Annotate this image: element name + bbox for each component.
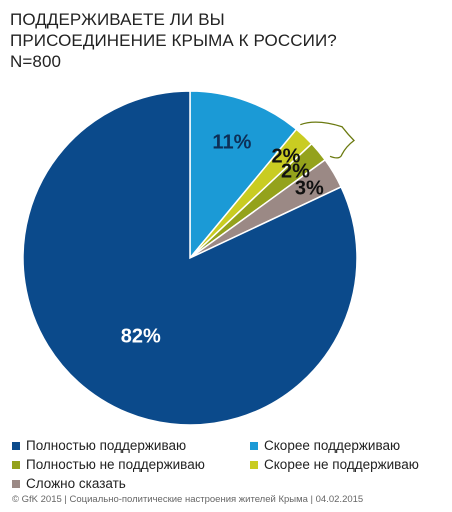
pie-slice-label: 2% xyxy=(272,146,301,168)
legend-label: Полностью поддерживаю xyxy=(26,438,187,453)
pie-slice-label: 3% xyxy=(295,177,324,199)
pie-slice-label: 82% xyxy=(121,326,161,348)
chart-title: ПОДДЕРЖИВАЕТЕ ЛИ ВЫ ПРИСОЕДИНЕНИЕ КРЫМА … xyxy=(10,9,337,72)
legend-swatch xyxy=(12,479,20,488)
legend-item-hard-to-say: Сложно сказать xyxy=(12,476,250,491)
legend-swatch xyxy=(12,441,20,450)
source-footer: © GfK 2015 | Социально-политические наст… xyxy=(12,494,364,505)
chart-legend: Полностью поддерживаю Скорее поддерживаю… xyxy=(12,436,442,493)
legend-label: Скорее не поддерживаю xyxy=(264,457,419,472)
grouping-bracket xyxy=(300,121,355,159)
legend-label: Скорее поддерживаю xyxy=(264,438,401,453)
chart-sample-size: N=800 xyxy=(10,52,62,71)
legend-swatch xyxy=(250,441,258,450)
legend-swatch xyxy=(12,460,20,469)
chart-title-line-1: ПОДДЕРЖИВАЕТЕ ЛИ ВЫ xyxy=(10,10,225,29)
legend-label: Полностью не поддерживаю xyxy=(26,457,205,472)
pie-slice-label: 2% xyxy=(281,161,310,183)
legend-label: Сложно сказать xyxy=(26,476,126,491)
legend-item-rather-support: Скорее поддерживаю xyxy=(250,438,400,453)
legend-swatch xyxy=(250,460,258,469)
pie-slice xyxy=(22,90,358,426)
pie-slice-label: 11% xyxy=(212,132,251,154)
pie-slice xyxy=(189,90,298,261)
chart-title-line-2: ПРИСОЕДИНЕНИЕ КРЫМА К РОССИИ? xyxy=(10,31,337,50)
legend-item-fully-support: Полностью поддерживаю xyxy=(12,438,250,453)
legend-item-fully-not-support: Полностью не поддерживаю xyxy=(12,457,250,472)
legend-item-rather-not-support: Скорее не поддерживаю xyxy=(250,457,419,472)
